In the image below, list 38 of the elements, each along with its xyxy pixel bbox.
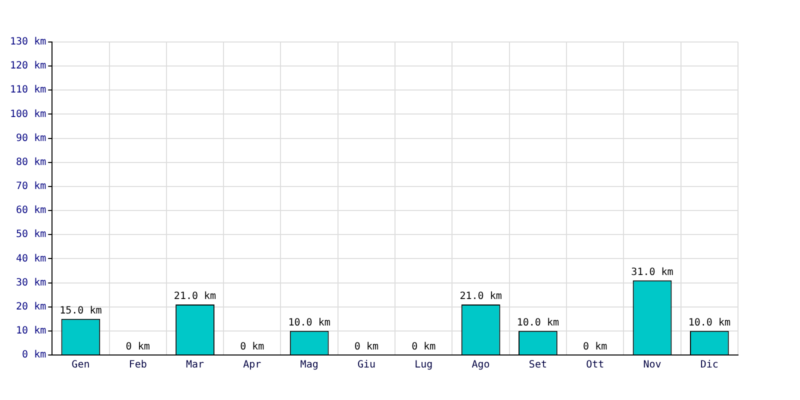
- y-tick-label: 110 km: [10, 84, 46, 96]
- data-label: 21.0 km: [174, 291, 216, 302]
- x-tick-label: Lug: [414, 360, 433, 371]
- x-tick-label: Feb: [128, 360, 147, 371]
- data-label: 21.0 km: [460, 291, 502, 302]
- y-tick-label: 0 km: [22, 350, 46, 361]
- y-tick-label: 50 km: [16, 229, 46, 240]
- data-label: 0 km: [354, 342, 379, 353]
- y-tick-label: 10 km: [16, 326, 46, 337]
- data-label: 10.0 km: [516, 318, 560, 329]
- y-tick-label: 130 km: [10, 36, 46, 48]
- y-tick-label: 60 km: [16, 205, 46, 216]
- data-label: 15.0 km: [60, 305, 102, 316]
- x-tick-label: Set: [528, 360, 547, 371]
- y-tick-label: 20 km: [16, 301, 46, 312]
- x-tick-label: Nov: [643, 360, 662, 371]
- x-tick-label: Dic: [700, 360, 718, 371]
- y-tick-label: 80 km: [16, 156, 46, 168]
- x-tick-label: Mag: [300, 360, 318, 371]
- data-label: 0 km: [126, 342, 150, 353]
- y-tick-label: 90 km: [16, 132, 46, 144]
- data-label: 10.0 km: [288, 318, 330, 329]
- y-tick-label: 70 km: [16, 181, 46, 192]
- x-tick-label: Giu: [357, 360, 376, 371]
- y-tick-label: 40 km: [16, 253, 46, 264]
- x-tick-label: Mar: [186, 360, 204, 371]
- data-label: 0 km: [412, 342, 436, 353]
- x-tick-label: Ago: [472, 360, 490, 371]
- y-tick-label: 100 km: [10, 108, 46, 120]
- data-label: 0 km: [240, 342, 264, 353]
- y-tick-label: 30 km: [16, 277, 46, 288]
- data-label: 10.0 km: [688, 318, 730, 329]
- x-tick-label: Apr: [243, 360, 262, 371]
- data-label: 0 km: [583, 342, 608, 353]
- x-tick-label: Ott: [586, 360, 604, 371]
- y-tick-label: 120 km: [10, 60, 46, 72]
- x-tick-label: Gen: [72, 360, 90, 371]
- data-label: 31.0 km: [631, 266, 674, 278]
